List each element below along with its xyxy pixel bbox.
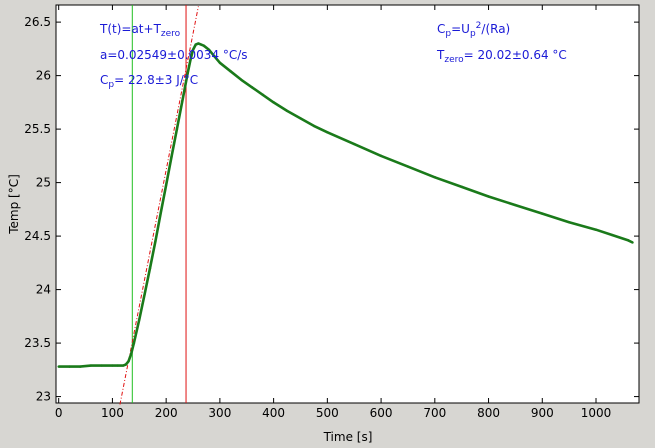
data-point <box>132 341 136 345</box>
data-point <box>487 195 490 198</box>
data-point <box>250 86 254 89</box>
data-point <box>514 203 517 207</box>
data-point <box>326 131 329 134</box>
x-tick-label: 600 <box>370 406 393 420</box>
data-point <box>202 44 205 47</box>
data-point <box>199 43 203 46</box>
data-point <box>148 266 152 270</box>
plot-area <box>55 4 640 404</box>
data-point <box>541 212 544 215</box>
data-point <box>116 364 119 367</box>
data-point <box>312 124 316 128</box>
reference-lines <box>119 5 199 405</box>
heat-capacity-definition: Cp=Up2/(Ra) <box>437 21 510 39</box>
data-point <box>121 364 125 367</box>
data-point <box>57 365 60 368</box>
y-axis-title: Temp [°C] <box>7 174 21 235</box>
data-point <box>111 364 114 367</box>
y-tick-label: 26 <box>36 69 51 83</box>
data-point <box>68 365 71 368</box>
x-tick-label: 900 <box>531 406 554 420</box>
data-point <box>460 185 463 189</box>
x-axis-title: Time [s] <box>323 430 373 444</box>
data-point <box>379 154 383 158</box>
data-point <box>610 233 614 237</box>
x-tick-label: 0 <box>55 406 63 420</box>
x-tick-label: 100 <box>101 406 124 420</box>
x-tick-label: 400 <box>262 406 285 420</box>
data-point <box>627 239 630 242</box>
data-point <box>189 59 192 62</box>
t-zero-label: Tzero= 20.02±0.64 °C <box>436 48 567 65</box>
data-point <box>143 292 146 296</box>
data-point <box>207 48 211 52</box>
data-point <box>181 100 184 103</box>
data-point <box>194 43 197 46</box>
fit-formula: T(t)=at+Tzero <box>99 22 181 39</box>
data-point <box>631 241 634 244</box>
data-point <box>130 352 133 355</box>
y-tick-label: 23 <box>36 390 51 404</box>
data-point <box>229 70 232 73</box>
data-point <box>240 78 243 82</box>
data-point <box>100 364 103 367</box>
data-point <box>170 155 173 159</box>
data-point <box>78 365 82 368</box>
x-tick-label: 800 <box>477 406 500 420</box>
data-point <box>154 240 157 243</box>
data-point <box>218 61 222 64</box>
data-point <box>186 72 189 75</box>
x-tick-label: 700 <box>423 406 446 420</box>
y-tick-label: 25.5 <box>24 122 51 136</box>
data-point <box>191 48 195 52</box>
data-point <box>285 109 289 113</box>
data-point <box>164 183 168 186</box>
y-tick-label: 24 <box>36 283 51 297</box>
x-tick-label: 200 <box>155 406 178 420</box>
data-point <box>261 93 265 97</box>
y-tick-label: 25 <box>36 176 51 190</box>
x-tick-label: 500 <box>316 406 339 420</box>
axis-ticks: 0 100 200 300 400 500 600 700 800 900 1000 23 23.5 24… <box>24 5 639 420</box>
heat-capacity-label: Cp= 22.8±3 J/°C <box>100 73 198 90</box>
data-point <box>406 165 410 168</box>
data-point <box>124 363 128 366</box>
x-tick-label: 1000 <box>581 406 612 420</box>
data-point <box>197 42 200 45</box>
data-point <box>89 364 93 367</box>
y-tick-label: 24.5 <box>24 229 51 243</box>
data-point <box>594 228 598 231</box>
y-tick-label: 26.5 <box>24 15 51 29</box>
data-point <box>433 176 437 179</box>
data-point <box>213 55 216 58</box>
data-point <box>272 101 275 104</box>
data-point <box>175 127 179 131</box>
y-tick-label: 23.5 <box>24 336 51 350</box>
data-point <box>159 211 162 214</box>
data-point <box>353 142 356 146</box>
series-group <box>57 42 634 368</box>
data-point <box>567 220 571 224</box>
data-point <box>299 117 302 120</box>
data-point <box>127 360 130 363</box>
slope-label: a=0.02549±0.0034 °C/s <box>100 48 248 62</box>
data-point <box>138 318 141 321</box>
x-tick-label: 300 <box>208 406 231 420</box>
